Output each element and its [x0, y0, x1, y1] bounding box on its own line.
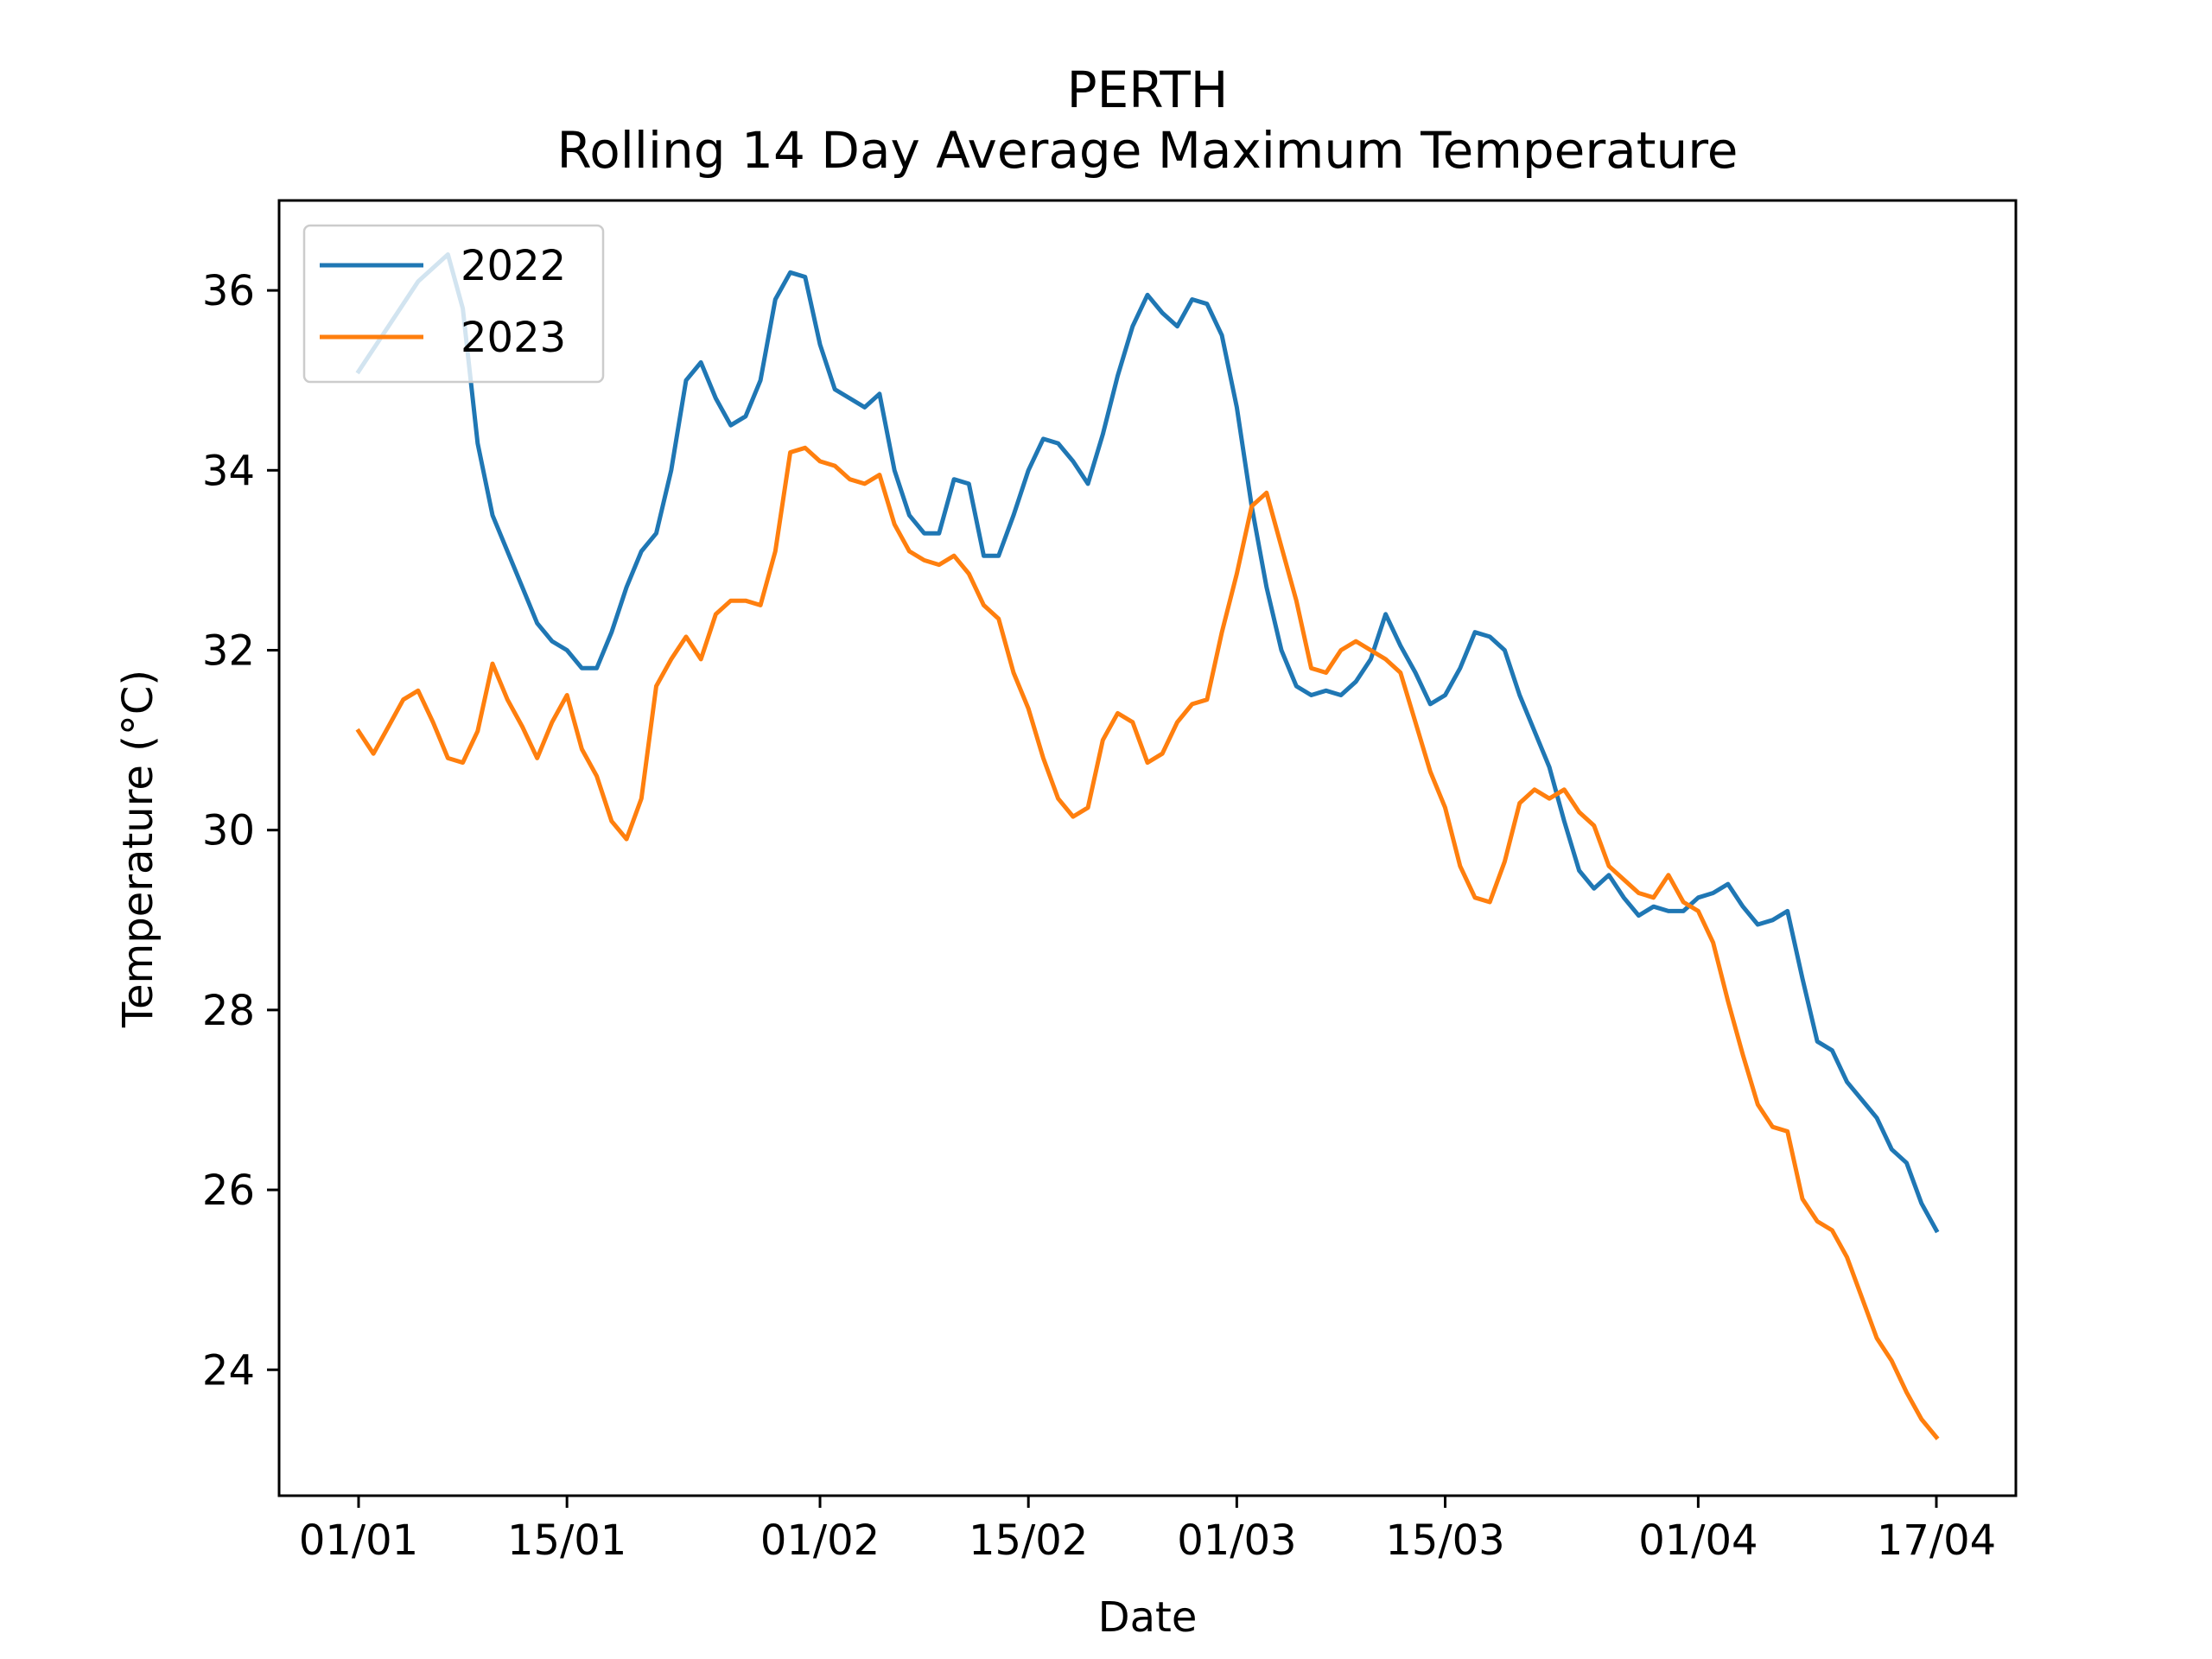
x-tick-label: 01/01 [299, 1516, 418, 1565]
x-tick-label: 15/03 [1385, 1516, 1504, 1565]
legend: 2022 2023 [302, 224, 605, 384]
x-axis-ticks: 01/01 15/01 01/02 15/02 01/03 15/03 01/04 17/04 [299, 1496, 1996, 1565]
chart-title: PERTH [1067, 60, 1229, 119]
y-tick-label: 24 [202, 1346, 255, 1395]
x-tick-label: 01/04 [1638, 1516, 1758, 1565]
chart-subtitle: Rolling 14 Day Average Maximum Temperatu… [557, 121, 1738, 180]
x-tick-label: 17/04 [1877, 1516, 1996, 1565]
legend-label-2023: 2023 [461, 314, 566, 362]
y-tick-label: 30 [202, 807, 255, 855]
y-axis-ticks: 24 26 28 30 32 34 36 [202, 267, 279, 1395]
series-layer [355, 252, 1940, 1440]
y-tick-label: 32 [202, 626, 255, 675]
x-tick-label: 01/03 [1177, 1516, 1296, 1565]
x-axis-label: Date [1098, 1593, 1198, 1642]
x-tick-label: 15/01 [507, 1516, 626, 1565]
axes-frame [277, 199, 2018, 1497]
plot-area [277, 199, 2018, 1497]
y-axis-label: Temperature (°C) [114, 670, 162, 1028]
legend-label-2022: 2022 [461, 242, 566, 290]
x-tick-label: 01/02 [760, 1516, 880, 1565]
series-line-2022 [355, 252, 1940, 1234]
y-tick-label: 26 [202, 1166, 255, 1215]
y-tick-label: 34 [202, 447, 255, 495]
x-tick-label: 15/02 [969, 1516, 1088, 1565]
series-line-2023 [355, 445, 1940, 1440]
y-tick-label: 28 [202, 987, 255, 1035]
y-tick-label: 36 [202, 267, 255, 315]
